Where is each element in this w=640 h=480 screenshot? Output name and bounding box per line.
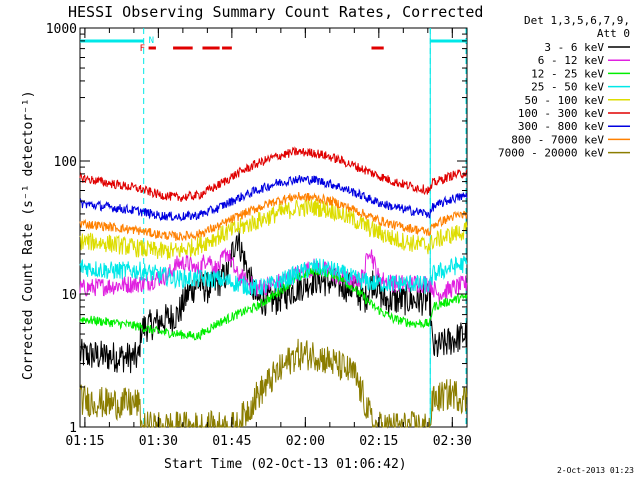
flare-label: F (140, 44, 145, 54)
y-tick-label: 100 (54, 155, 77, 170)
legend-entry-label: 800 - 7000 keV (511, 133, 604, 146)
series-line-7 (79, 175, 468, 222)
series-line-4 (79, 255, 468, 296)
footer-timestamp: 2-Oct-2013 01:23 (557, 466, 634, 475)
x-tick-label: 02:00 (286, 434, 325, 449)
series-line-8 (79, 192, 468, 242)
y-tick-label: 1000 (46, 22, 77, 37)
x-tick-label: 01:45 (212, 434, 251, 449)
legend-entry-label: 100 - 300 keV (518, 107, 604, 120)
y-tick-label: 10 (61, 288, 77, 303)
x-tick-label: 01:15 (65, 434, 104, 449)
legend-entry-label: 300 - 800 keV (518, 120, 604, 133)
series-line-5 (79, 198, 468, 260)
chart-title: HESSI Observing Summary Count Rates, Cor… (68, 3, 483, 21)
legend-entry-label: 12 - 25 keV (531, 67, 604, 80)
series-line-9 (79, 338, 468, 429)
x-tick-label: 01:30 (139, 434, 178, 449)
series-line-3 (79, 266, 468, 341)
legend-entry-label: 50 - 100 keV (525, 94, 605, 107)
annotations: NF (80, 28, 467, 427)
series-line-6 (79, 146, 468, 203)
legend-header-line-1: Det 1,3,5,6,7,9, (524, 14, 630, 27)
night-label: N (149, 36, 154, 46)
legend-entry-label: 3 - 6 keV (544, 41, 604, 54)
x-axis: 01:15 01:30 01:45 02:00 02:15 02:30 (65, 28, 472, 449)
legend-entry-label: 6 - 12 keV (538, 54, 605, 67)
x-axis-label: Start Time (02-Oct-13 01:06:42) (164, 457, 407, 472)
series-group (79, 146, 468, 429)
legend-header-line-2: Att 0 (597, 27, 630, 40)
series-line-1 (79, 230, 468, 374)
y-tick-label: 1 (69, 421, 77, 436)
y-axis-label: Corrected Count Rate (s⁻¹ detector⁻¹) (21, 90, 36, 380)
legend-entry-label: 7000 - 20000 keV (498, 147, 604, 160)
plot-frame (79, 27, 468, 428)
y-axis: 1 10 100 1000 (46, 22, 467, 436)
x-tick-label: 02:15 (359, 434, 398, 449)
legend-entry-label: 25 - 50 keV (531, 81, 604, 94)
x-tick-label: 02:30 (433, 434, 472, 449)
